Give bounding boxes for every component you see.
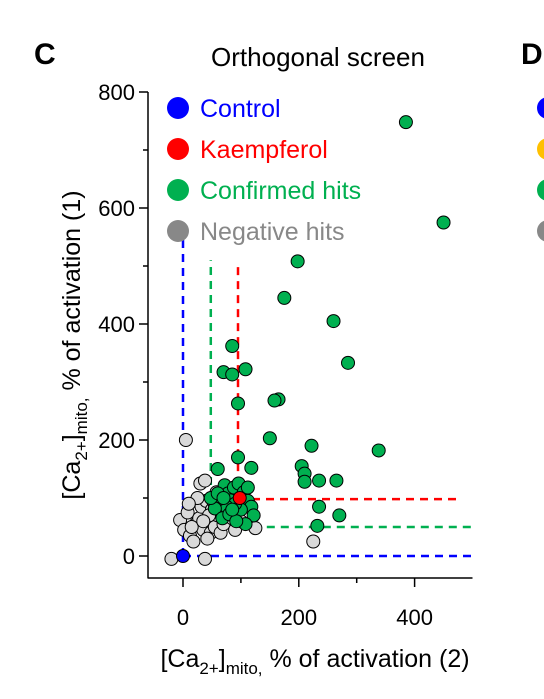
x-axis-label: [Ca2+]mito, % of activation (2) (160, 645, 469, 678)
point-confirmed-hits (210, 462, 225, 476)
point-confirmed-hits (244, 460, 259, 475)
point-confirmed-hits (225, 339, 240, 354)
point-confirmed-hits (326, 314, 341, 329)
point-confirmed-hits (332, 508, 347, 523)
point-confirmed-hits (240, 480, 255, 495)
data-points (164, 115, 451, 566)
next-panel-legend-marker (537, 97, 544, 119)
point-confirmed-hits (267, 393, 282, 408)
point-confirmed-hits (229, 514, 244, 529)
y-tick-label: 800 (98, 80, 135, 105)
point-negative-hits (164, 551, 179, 566)
point-confirmed-hits (329, 473, 344, 488)
point-negative-hits (178, 433, 193, 447)
legend-marker (167, 179, 189, 201)
point-confirmed-hits (398, 115, 413, 130)
point-negative-hits (186, 534, 201, 549)
chart-title: Orthogonal screen (211, 42, 425, 72)
point-confirmed-hits (436, 215, 451, 230)
point-confirmed-hits (225, 367, 240, 382)
point-confirmed-hits (231, 450, 246, 465)
point-confirmed-hits (262, 431, 277, 446)
point-confirmed-hits (238, 362, 253, 377)
point-confirmed-hits (290, 254, 305, 269)
next-panel-label: D (521, 38, 543, 71)
legend-marker (167, 220, 189, 242)
x-tick-label: 200 (280, 605, 317, 630)
point-negative-hits (196, 514, 211, 529)
point-confirmed-hits (312, 473, 327, 488)
point-confirmed-hits (371, 443, 386, 458)
legend-label: Kaempferol (200, 136, 328, 164)
next-panel-fragment (537, 97, 544, 242)
point-confirmed-hits (246, 508, 261, 523)
point-negative-hits (181, 496, 196, 511)
y-axis-label: [Ca2+]mito, % of activation (1) (58, 190, 91, 499)
point-control (176, 549, 190, 563)
y-tick-label: 200 (98, 428, 135, 453)
point-confirmed-hits (225, 502, 240, 517)
x-tick-label: 0 (177, 605, 189, 630)
point-confirmed-hits (310, 518, 325, 533)
next-panel-legend-marker (537, 179, 544, 201)
point-confirmed-hits (231, 396, 246, 411)
point-confirmed-hits (297, 474, 312, 489)
y-tick-label: 400 (98, 312, 135, 337)
point-confirmed-hits (216, 491, 231, 505)
next-panel-legend-marker (537, 138, 544, 160)
point-negative-hits (200, 531, 215, 546)
point-confirmed-hits (341, 355, 356, 370)
point-confirmed-hits (304, 438, 319, 453)
next-panel-legend-marker (537, 220, 544, 242)
point-confirmed-hits (277, 290, 292, 305)
legend-label: Negative hits (200, 218, 345, 246)
panel-label: C (34, 38, 56, 71)
y-tick-label: 0 (123, 544, 135, 569)
legend-marker (167, 97, 189, 119)
point-negative-hits (198, 473, 213, 488)
x-tick-label: 400 (396, 605, 433, 630)
axes: 0 200 400 600 800 0 200 400 (98, 80, 473, 630)
point-negative-hits (184, 520, 199, 534)
legend-label: Control (200, 95, 281, 123)
point-negative-hits (306, 534, 321, 549)
point-negative-hits (198, 551, 213, 566)
legend: Control Kaempferol Confirmed hits Negative … (167, 95, 361, 246)
legend-label: Confirmed hits (200, 177, 361, 205)
point-confirmed-hits (312, 499, 327, 514)
legend-marker (167, 138, 189, 160)
y-tick-label: 600 (98, 196, 135, 221)
point-kaempferol (232, 491, 247, 505)
